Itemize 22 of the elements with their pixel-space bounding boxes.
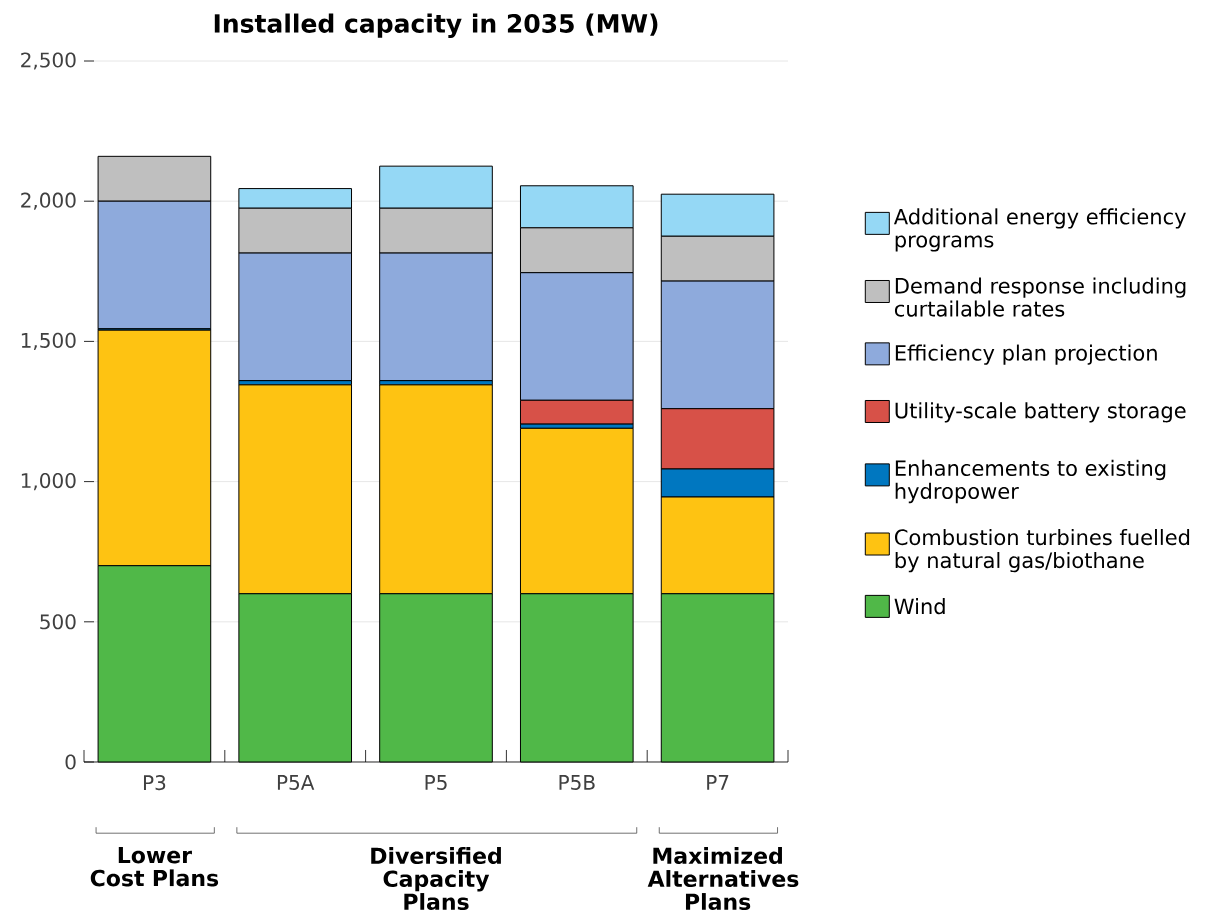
- y-tick-label: 1,000: [21, 473, 76, 491]
- legend-label: Wind: [894, 598, 945, 615]
- x-tick-label: P5B: [559, 775, 595, 791]
- legend-label: Combustion turbines fuelled by natural gas/biothane: [894, 529, 1190, 573]
- y-tick-label: 500: [40, 614, 76, 630]
- x-tick-label: P5A: [277, 775, 315, 791]
- y-tick-label: 1,500: [21, 332, 76, 351]
- x-tick-label: P7: [707, 775, 729, 790]
- chart-title: Installed capacity in 2035 (MW): [214, 13, 658, 39]
- legend-label: Additional energy efficiency programs: [893, 208, 1186, 252]
- legend-label: Efficiency plan projection: [895, 344, 1157, 365]
- text: Lower Cost Plans: [90, 847, 219, 887]
- y-tick-label: 2,000: [21, 192, 76, 210]
- x-tick-label: P3: [143, 775, 166, 791]
- y-tick-label: 2,500: [21, 52, 76, 70]
- x-tick-label: P5: [425, 775, 447, 791]
- legend-label: Utility-scale battery storage: [895, 402, 1186, 423]
- legend-label: Demand response including curtailable rates: [894, 277, 1186, 317]
- legend-label: Enhancements to existing hydropower: [895, 459, 1166, 504]
- y-tick-label: 0: [65, 754, 76, 770]
- text: Maximized Alternatives Plans: [647, 847, 799, 911]
- text: Diversified Capacity Plans: [371, 847, 501, 911]
